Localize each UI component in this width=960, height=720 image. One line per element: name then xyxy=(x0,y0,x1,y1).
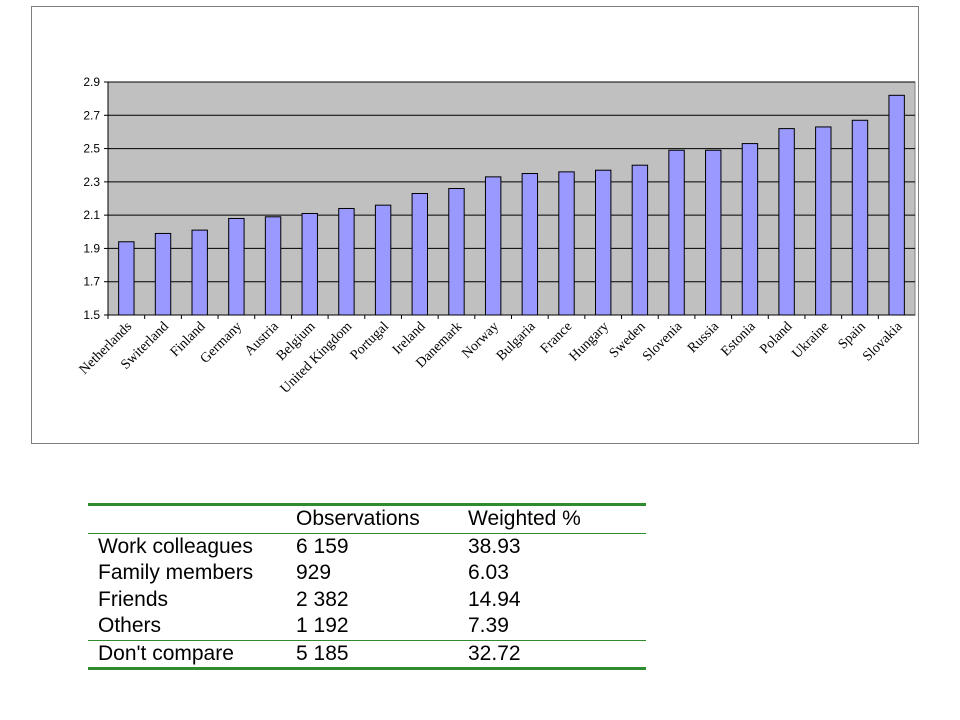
bar xyxy=(888,94,905,316)
x-tick-label: Slovakia xyxy=(860,319,906,365)
bar xyxy=(595,169,612,316)
table-row: Others 1 192 7.39 xyxy=(88,613,646,640)
row-weighted: 38.93 xyxy=(468,534,521,558)
bar xyxy=(705,149,722,316)
row-weighted: 7.39 xyxy=(468,614,509,638)
bar xyxy=(448,188,465,316)
bar xyxy=(668,149,685,316)
footer-label: Don't compare xyxy=(98,641,234,665)
x-tick-label: Bulgaria xyxy=(494,319,539,364)
row-label: Work colleagues xyxy=(98,534,253,558)
y-tick-label: 2.7 xyxy=(83,108,100,122)
table-row: Friends 2 382 14.94 xyxy=(88,587,646,614)
comparison-table: Observations Weighted % Work colleagues … xyxy=(88,503,646,670)
bar xyxy=(631,164,649,316)
row-label: Friends xyxy=(98,587,169,611)
y-tick-label: 1.5 xyxy=(83,308,100,322)
y-tick-label: 2.3 xyxy=(83,175,100,189)
bar xyxy=(154,232,172,316)
x-tick-label: Portugal xyxy=(348,319,392,363)
row-weighted: 14.94 xyxy=(468,587,521,611)
y-tick-label: 2.9 xyxy=(83,75,100,89)
x-tick-label: Spain xyxy=(836,319,869,352)
row-observations: 2 382 xyxy=(296,587,349,611)
footer-weighted: 32.72 xyxy=(468,641,521,665)
bar xyxy=(484,176,502,316)
row-label: Others xyxy=(98,614,162,638)
bar xyxy=(815,126,832,316)
row-observations: 6 159 xyxy=(296,534,349,558)
x-tick-label: Ukraine xyxy=(790,319,832,361)
row-weighted: 6.03 xyxy=(468,561,509,585)
table-row: Work colleagues 6 159 38.93 xyxy=(88,533,646,560)
bar xyxy=(778,128,795,316)
footer-observations: 5 185 xyxy=(296,641,349,665)
bar xyxy=(558,171,575,316)
bar-chart: 1.51.71.92.12.32.52.72.9 NetherlandsSwit… xyxy=(77,75,916,397)
y-tick-label: 1.7 xyxy=(83,275,100,289)
y-tick-label: 2.5 xyxy=(83,142,100,156)
chart-frame: 1.5 1.7 1.9 2.1 2.3 2.5 2.7 2.9 Netherlands Swit… xyxy=(31,6,919,444)
bar xyxy=(741,143,759,316)
y-tick-label: 1.9 xyxy=(83,241,100,255)
bar xyxy=(374,204,392,316)
row-label: Family members xyxy=(98,561,254,585)
header-cell-label xyxy=(88,505,286,534)
table-header-row: Observations Weighted % xyxy=(88,504,646,534)
bar xyxy=(851,119,869,316)
y-tick-label: 2.1 xyxy=(83,208,100,222)
header-cell-weighted: Weighted % xyxy=(468,507,581,531)
table-footer-row: Don't compare 5 185 32.72 xyxy=(88,640,646,669)
bar xyxy=(301,212,318,316)
bar xyxy=(338,207,355,316)
bar xyxy=(191,229,208,316)
bar xyxy=(521,173,539,316)
table-row: Family members 929 6.03 xyxy=(88,560,646,587)
x-tick-label: Hungary xyxy=(567,319,612,364)
bar xyxy=(264,216,282,316)
x-tick-label: Estonia xyxy=(718,319,759,360)
row-observations: 1 192 xyxy=(296,614,349,638)
x-tick-label: Slovenia xyxy=(640,319,686,365)
bar xyxy=(118,241,135,316)
header-cell-observations: Observations xyxy=(296,507,420,531)
x-tick-label: Russia xyxy=(685,319,723,357)
row-observations: 929 xyxy=(296,561,332,585)
bar xyxy=(411,193,428,316)
bar xyxy=(228,217,245,316)
